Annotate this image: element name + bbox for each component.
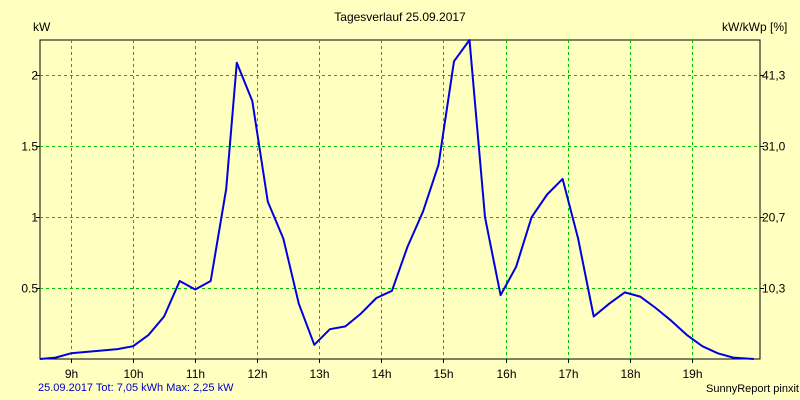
x-tick-label: 17h [558,367,578,381]
footer-credit: SunnyReport pinxit [706,383,799,395]
x-tick-label: 18h [620,367,640,381]
series-line-power [39,39,754,360]
y-tick-label-right: 31,0 [762,140,786,154]
y-axis-left-label: kW [33,20,51,34]
y-tick-label-left: 2 [31,69,38,83]
y-tick-label-left: 0.5 [21,282,38,296]
x-tick-label: 13h [309,367,329,381]
footer-summary: 25.09.2017 Tot: 7,05 kWh Max: 2,25 kW [38,382,234,394]
y-tick-label-left: 1.5 [21,140,38,154]
y-axis-right-label: kW/kWp [%] [722,20,788,34]
x-tick-label: 19h [682,367,702,381]
x-tick-label: 12h [247,367,267,381]
x-tick-label: 10h [123,367,143,381]
y-tick-label-right: 41,3 [762,69,786,83]
x-tick-label: 15h [433,367,453,381]
x-tick-label: 14h [371,367,391,381]
y-tick-label-left: 1 [31,211,38,225]
y-tick-label-right: 10,3 [762,282,786,296]
x-tick-label: 11h [186,367,205,381]
x-tick-label: 16h [496,367,516,381]
x-tick-label: 9h [65,367,78,381]
plot-area-frame [39,39,761,360]
y-tick-label-right: 20,7 [762,211,786,225]
chart-title: Tagesverlauf 25.09.2017 [334,10,466,24]
